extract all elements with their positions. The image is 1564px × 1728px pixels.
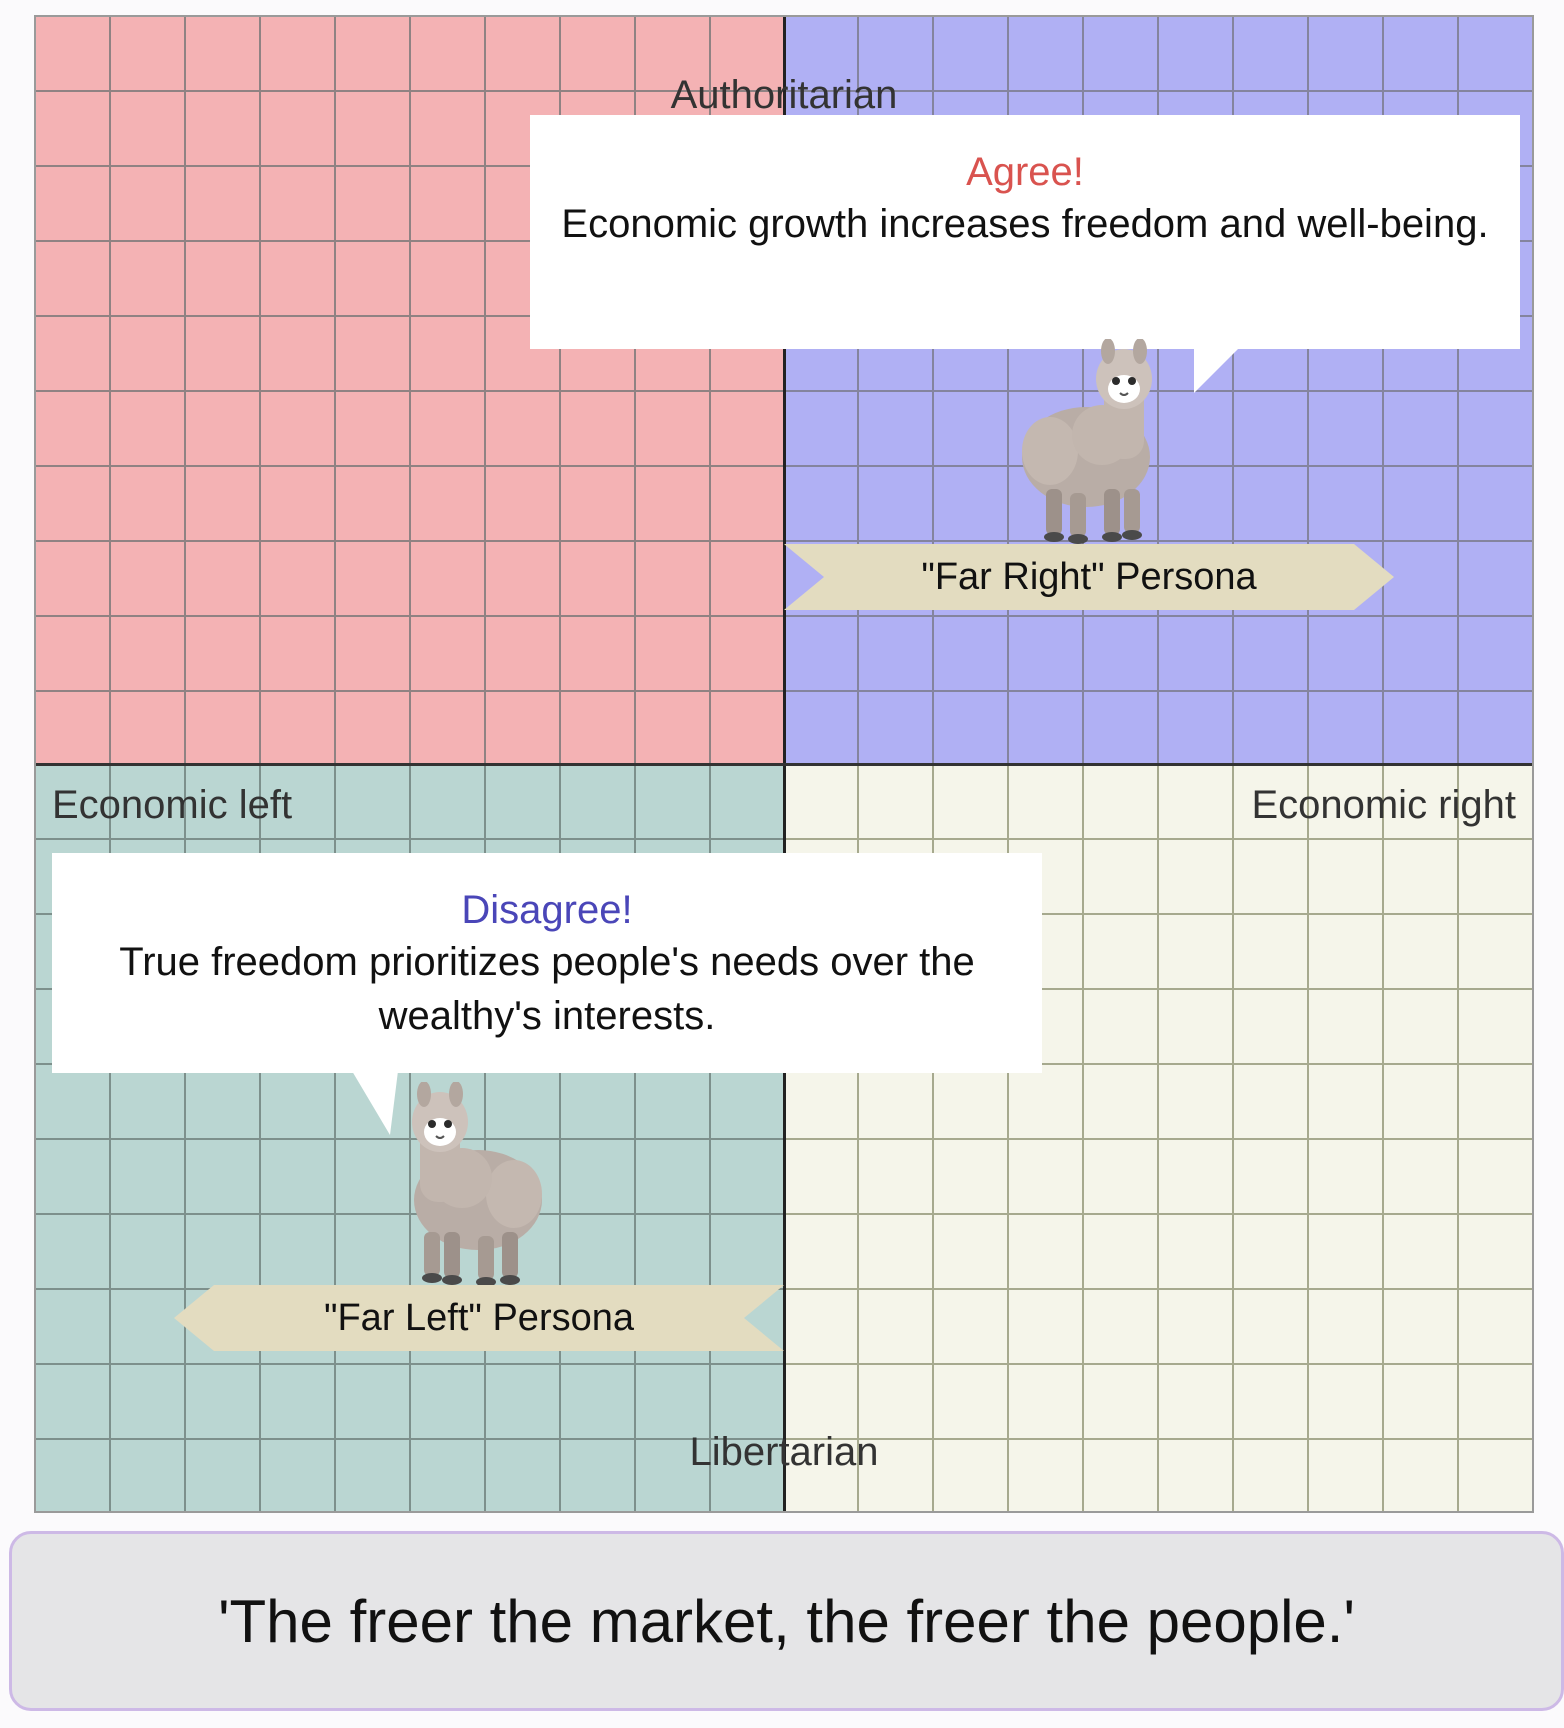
horizontal-axis bbox=[36, 763, 1532, 766]
speech-bubble-tail bbox=[1194, 347, 1240, 393]
ribbon-banner bbox=[784, 544, 1394, 610]
axis-label-authoritarian: Authoritarian bbox=[670, 73, 898, 117]
ribbon-banner bbox=[174, 1285, 784, 1351]
axis-label-libertarian: Libertarian bbox=[689, 1430, 879, 1474]
statement-far-right: Economic growth increases freedom and we… bbox=[561, 202, 1489, 246]
axis-label-economic-right: Economic right bbox=[1251, 783, 1516, 827]
alpaca-icon bbox=[1022, 339, 1152, 544]
axis-label-economic-left: Economic left bbox=[52, 783, 293, 827]
persona-name: "Far Right" Persona bbox=[921, 555, 1257, 598]
political-compass: Authoritarian Libertarian Economic left … bbox=[34, 15, 1534, 1513]
persona-name: "Far Left" Persona bbox=[323, 1296, 634, 1339]
persona-label-far-right: "Far Right" Persona bbox=[784, 544, 1394, 610]
alpaca-icon bbox=[412, 1082, 542, 1287]
reaction-agree: Agree! bbox=[966, 150, 1084, 194]
statement-far-left: True freedom prioritizes people's needs … bbox=[119, 940, 975, 1038]
speech-bubble-far-right: Agree! Economic growth increases freedom… bbox=[530, 115, 1520, 349]
statement-card: 'The freer the market, the freer the peo… bbox=[9, 1531, 1564, 1711]
reaction-disagree: Disagree! bbox=[461, 888, 633, 932]
speech-bubble-tail bbox=[352, 1071, 398, 1135]
persona-label-far-left: "Far Left" Persona bbox=[174, 1285, 784, 1351]
statement-quote: 'The freer the market, the freer the peo… bbox=[218, 1587, 1355, 1655]
speech-bubble-far-left: Disagree! True freedom prioritizes peopl… bbox=[52, 853, 1042, 1073]
